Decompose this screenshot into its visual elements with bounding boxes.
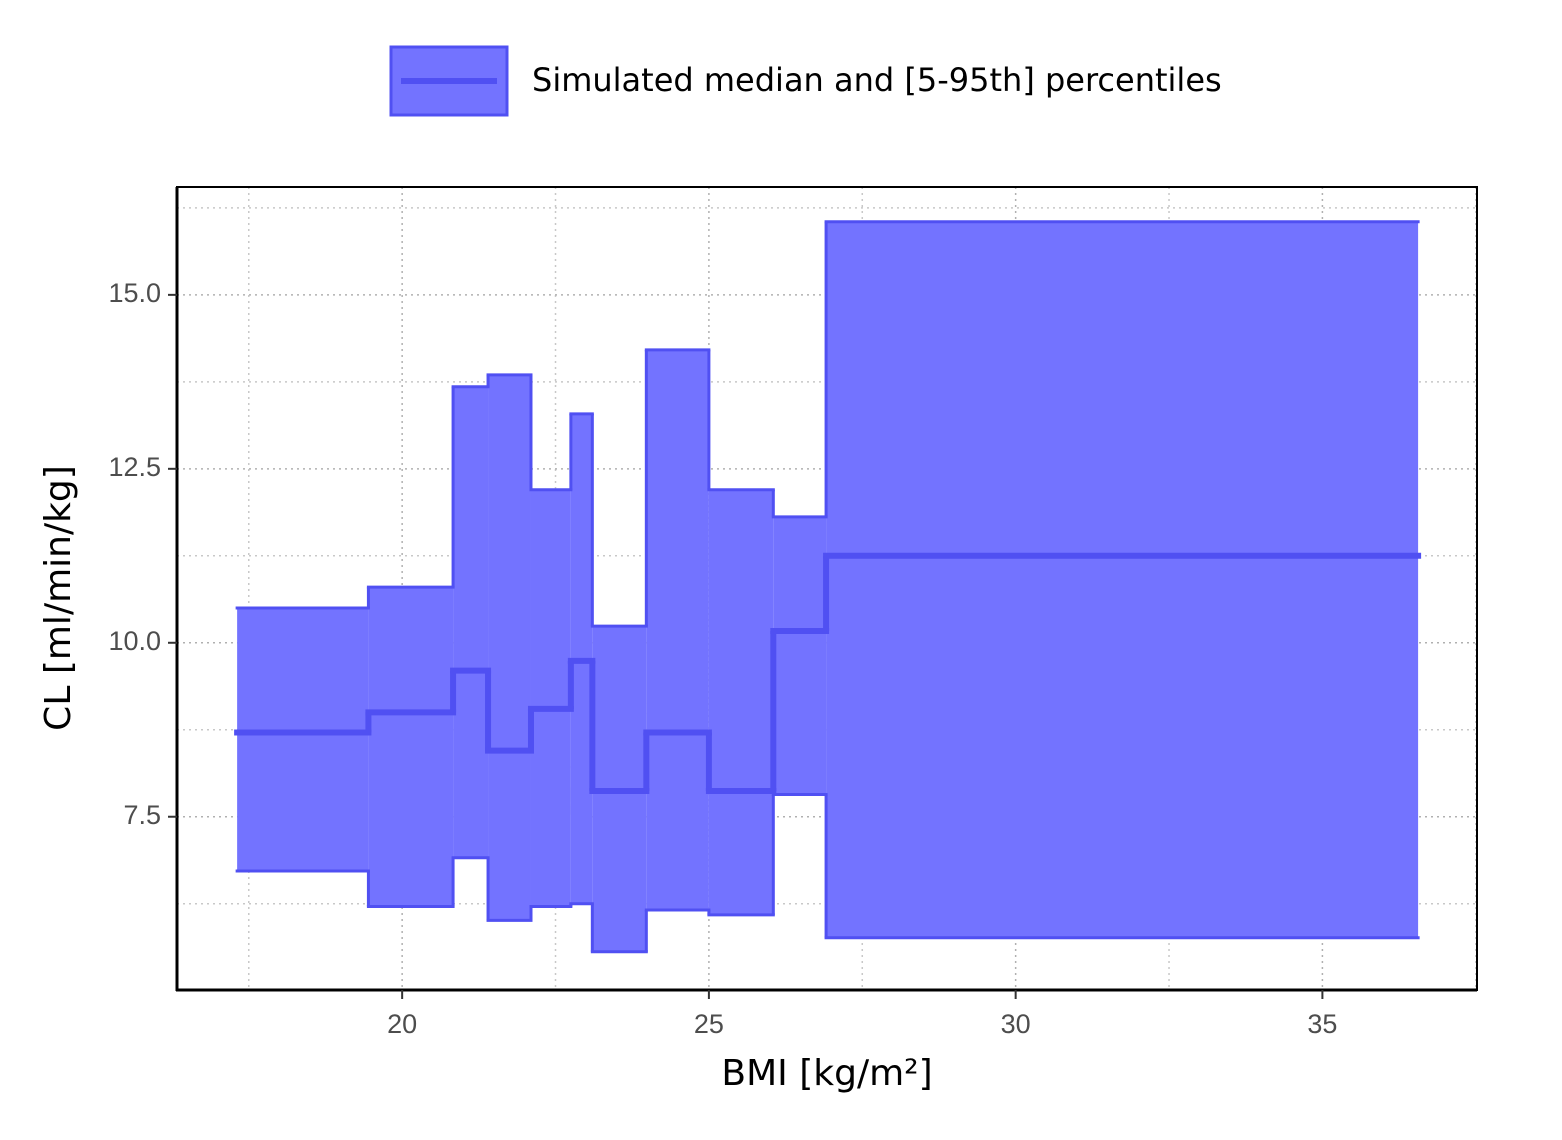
y-axis-title: CL [ml/min/kg] (38, 465, 79, 731)
band-segment (708, 489, 774, 915)
band-segment (646, 349, 709, 910)
x-tick-label: 25 (694, 1009, 724, 1039)
band-segment (530, 489, 571, 907)
band-segment (237, 607, 369, 872)
band-segment (488, 374, 531, 921)
x-tick-label: 35 (1307, 1009, 1337, 1039)
y-tick-label: 10.0 (108, 626, 161, 656)
band-segment (368, 587, 454, 907)
y-tick-label: 15.0 (108, 278, 161, 308)
band-segment (773, 516, 827, 795)
x-axis-title: BMI [kg/m²] (721, 1053, 932, 1094)
legend-label: Simulated median and [5-95th] percentile… (532, 61, 1222, 99)
x-tick-label: 20 (387, 1009, 417, 1039)
band-segment (453, 386, 489, 858)
y-tick-label: 7.5 (123, 800, 161, 830)
y-tick-label: 12.5 (108, 452, 161, 482)
x-tick-label: 30 (1001, 1009, 1031, 1039)
band-segment (826, 221, 1419, 938)
